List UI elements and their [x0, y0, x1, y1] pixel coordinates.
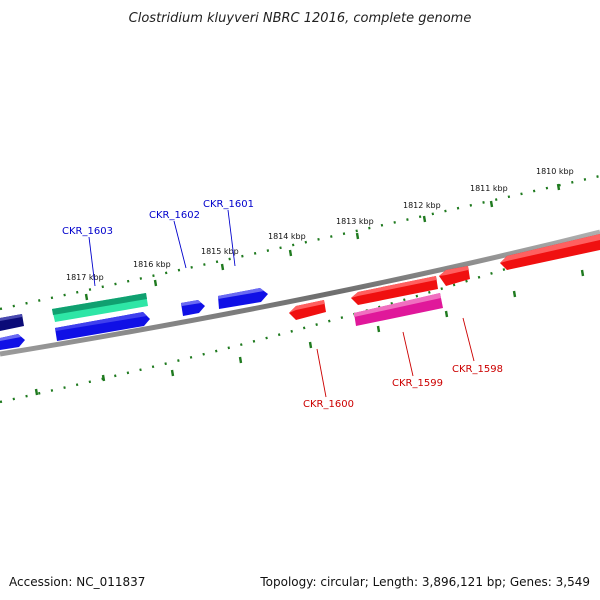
genome-title: Clostridium kluyveri NBRC 12016, complet… — [129, 11, 472, 26]
scale-label-1815: 1815 kbp — [201, 247, 239, 256]
forward-leaders — [88, 209, 236, 287]
outer-scale-ring — [0, 174, 600, 311]
gene-label-ckr-1600[interactable]: CKR_1600 — [303, 399, 354, 410]
genome-backbone — [0, 229, 600, 357]
accession-text: Accession: NC_011837 — [9, 575, 145, 589]
gene-label-ckr-1599[interactable]: CKR_1599 — [392, 378, 443, 389]
gene-ckr-1598[interactable] — [439, 266, 470, 286]
gene-label-ckr-1603[interactable]: CKR_1603 — [62, 226, 113, 237]
reverse-leaders — [316, 317, 475, 398]
scale-label-1811: 1811 kbp — [470, 184, 508, 193]
gene-ckr-1599[interactable] — [354, 293, 443, 326]
gene-ckr-1602[interactable] — [181, 300, 205, 316]
inner-major-ticks — [34, 269, 585, 396]
gene-teal[interactable] — [52, 293, 148, 322]
scale-label-1816: 1816 kbp — [133, 260, 171, 269]
gene-ckr-1601[interactable] — [218, 288, 268, 309]
summary-text: Topology: circular; Length: 3,896,121 bp… — [259, 575, 590, 589]
gene-label-ckr-1601[interactable]: CKR_1601 — [203, 199, 254, 210]
gene-ckr-1599-red[interactable] — [351, 276, 438, 305]
gene-label-ckr-1598[interactable]: CKR_1598 — [452, 364, 503, 375]
scale-label-1812: 1812 kbp — [403, 201, 441, 210]
gene-ckr-1600[interactable] — [289, 300, 326, 320]
scale-label-1813: 1813 kbp — [336, 217, 374, 226]
gene-ckr-1603[interactable] — [55, 312, 150, 341]
scale-label-1817: 1817 kbp — [66, 273, 104, 282]
gene-blue-edge[interactable] — [0, 334, 25, 350]
gene-label-ckr-1602[interactable]: CKR_1602 — [149, 210, 200, 221]
scale-label-1814: 1814 kbp — [268, 232, 306, 241]
scale-label-1810: 1810 kbp — [536, 167, 574, 176]
gene-navy-edge[interactable] — [0, 314, 24, 331]
outer-major-ticks — [84, 183, 561, 301]
gene-red-right[interactable] — [500, 234, 600, 270]
